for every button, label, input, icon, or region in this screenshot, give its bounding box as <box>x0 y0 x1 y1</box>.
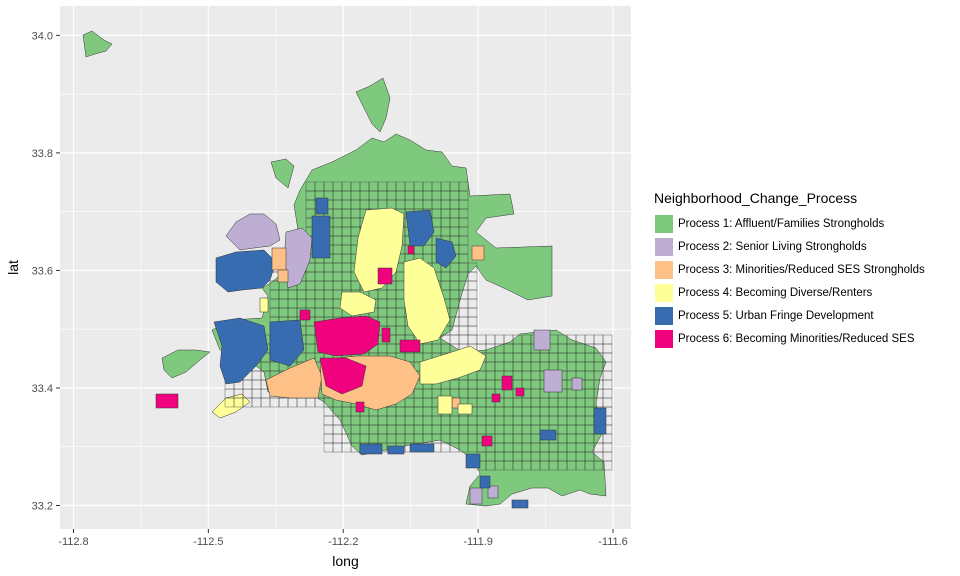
tract <box>299 309 311 321</box>
tract <box>593 407 607 435</box>
tract <box>419 345 487 385</box>
legend-item-process-2: Process 2: Senior Living Strongholds <box>652 235 925 258</box>
legend-title: Neighborhood_Change_Process <box>654 190 858 206</box>
tract <box>481 435 493 447</box>
axes: -112.8 -112.5 -112.2 -111.9 -111.6 33.2 33.4 33… <box>32 30 628 548</box>
legend-item-process-3: Process 3: Minorities/Reduced SES Strong… <box>652 258 925 281</box>
y-tick-label: 33.6 <box>32 265 53 277</box>
tract <box>313 315 381 357</box>
legend-label-process-2: Process 2: Senior Living Strongholds <box>678 240 867 253</box>
tract <box>469 487 483 505</box>
tract <box>471 245 485 261</box>
legend-key-process-3 <box>654 259 674 280</box>
tract <box>265 357 323 399</box>
y-tick-label: 33.8 <box>32 148 53 160</box>
tract <box>399 339 421 353</box>
tract <box>161 349 211 379</box>
tract <box>381 327 391 343</box>
tract <box>355 77 391 133</box>
legend-item-process-5: Process 5: Urban Fringe Development <box>652 304 925 327</box>
y-tick-label: 33.2 <box>32 500 53 512</box>
tract <box>435 237 457 269</box>
tract <box>407 245 415 255</box>
tract <box>491 393 501 403</box>
tract <box>465 453 481 469</box>
tract <box>259 297 269 313</box>
x-tick-label: -111.6 <box>598 536 628 548</box>
tract <box>377 267 393 285</box>
y-tick-label: 33.4 <box>32 383 53 395</box>
tract <box>215 249 277 293</box>
legend-label-process-5: Process 5: Urban Fringe Development <box>678 309 874 322</box>
legend: Neighborhood_Change_Process Process 1: A… <box>652 190 925 350</box>
legend-key-process-2 <box>654 236 674 257</box>
legend-label-process-1: Process 1: Affluent/Families Strongholds <box>678 217 885 230</box>
x-tick-label: -111.9 <box>463 536 493 548</box>
tract <box>155 393 179 409</box>
legend-label-process-6: Process 6: Becoming Minorities/Reduced S… <box>678 332 915 345</box>
tract <box>271 247 287 271</box>
tract <box>571 377 583 391</box>
tract <box>457 403 473 415</box>
tract <box>225 213 281 251</box>
legend-key-process-4 <box>654 282 674 303</box>
tract-cell <box>602 460 613 471</box>
tract <box>403 257 451 345</box>
x-axis-title: long <box>332 553 358 569</box>
tract <box>511 499 529 509</box>
tract <box>533 329 551 351</box>
legend-key-process-6 <box>654 328 674 349</box>
legend-key-process-5 <box>654 305 674 326</box>
x-tick-label: -112.2 <box>328 536 358 548</box>
tract <box>269 319 305 367</box>
tract <box>409 443 435 453</box>
legend-label-process-3: Process 3: Minorities/Reduced SES Strong… <box>678 263 925 276</box>
legend-item-process-1: Process 1: Affluent/Families Strongholds <box>652 212 925 235</box>
tract <box>405 209 435 247</box>
tract-map <box>82 30 613 509</box>
tract <box>479 475 491 489</box>
x-tick-label: -112.8 <box>58 536 88 548</box>
x-tick-label: -112.5 <box>193 536 223 548</box>
tract <box>543 369 563 393</box>
legend-key-process-1 <box>654 213 674 234</box>
tract <box>501 375 513 391</box>
tract <box>437 395 453 415</box>
tract <box>387 445 405 455</box>
tract <box>359 443 383 455</box>
legend-item-process-4: Process 4: Becoming Diverse/Renters <box>652 281 925 304</box>
tract <box>339 291 377 317</box>
tract <box>355 401 365 413</box>
tract <box>277 269 289 283</box>
tract <box>487 485 499 499</box>
y-tick-label: 34.0 <box>32 30 53 42</box>
legend-item-process-6: Process 6: Becoming Minorities/Reduced S… <box>652 327 925 350</box>
tract <box>270 158 295 189</box>
tract <box>515 387 525 397</box>
tract <box>82 30 113 58</box>
tract <box>319 357 367 395</box>
tract <box>315 197 329 215</box>
tract <box>213 317 269 385</box>
legend-label-process-4: Process 4: Becoming Diverse/Renters <box>678 286 873 299</box>
y-axis-title: lat <box>5 260 21 275</box>
tract <box>311 215 331 259</box>
tract <box>539 429 557 441</box>
